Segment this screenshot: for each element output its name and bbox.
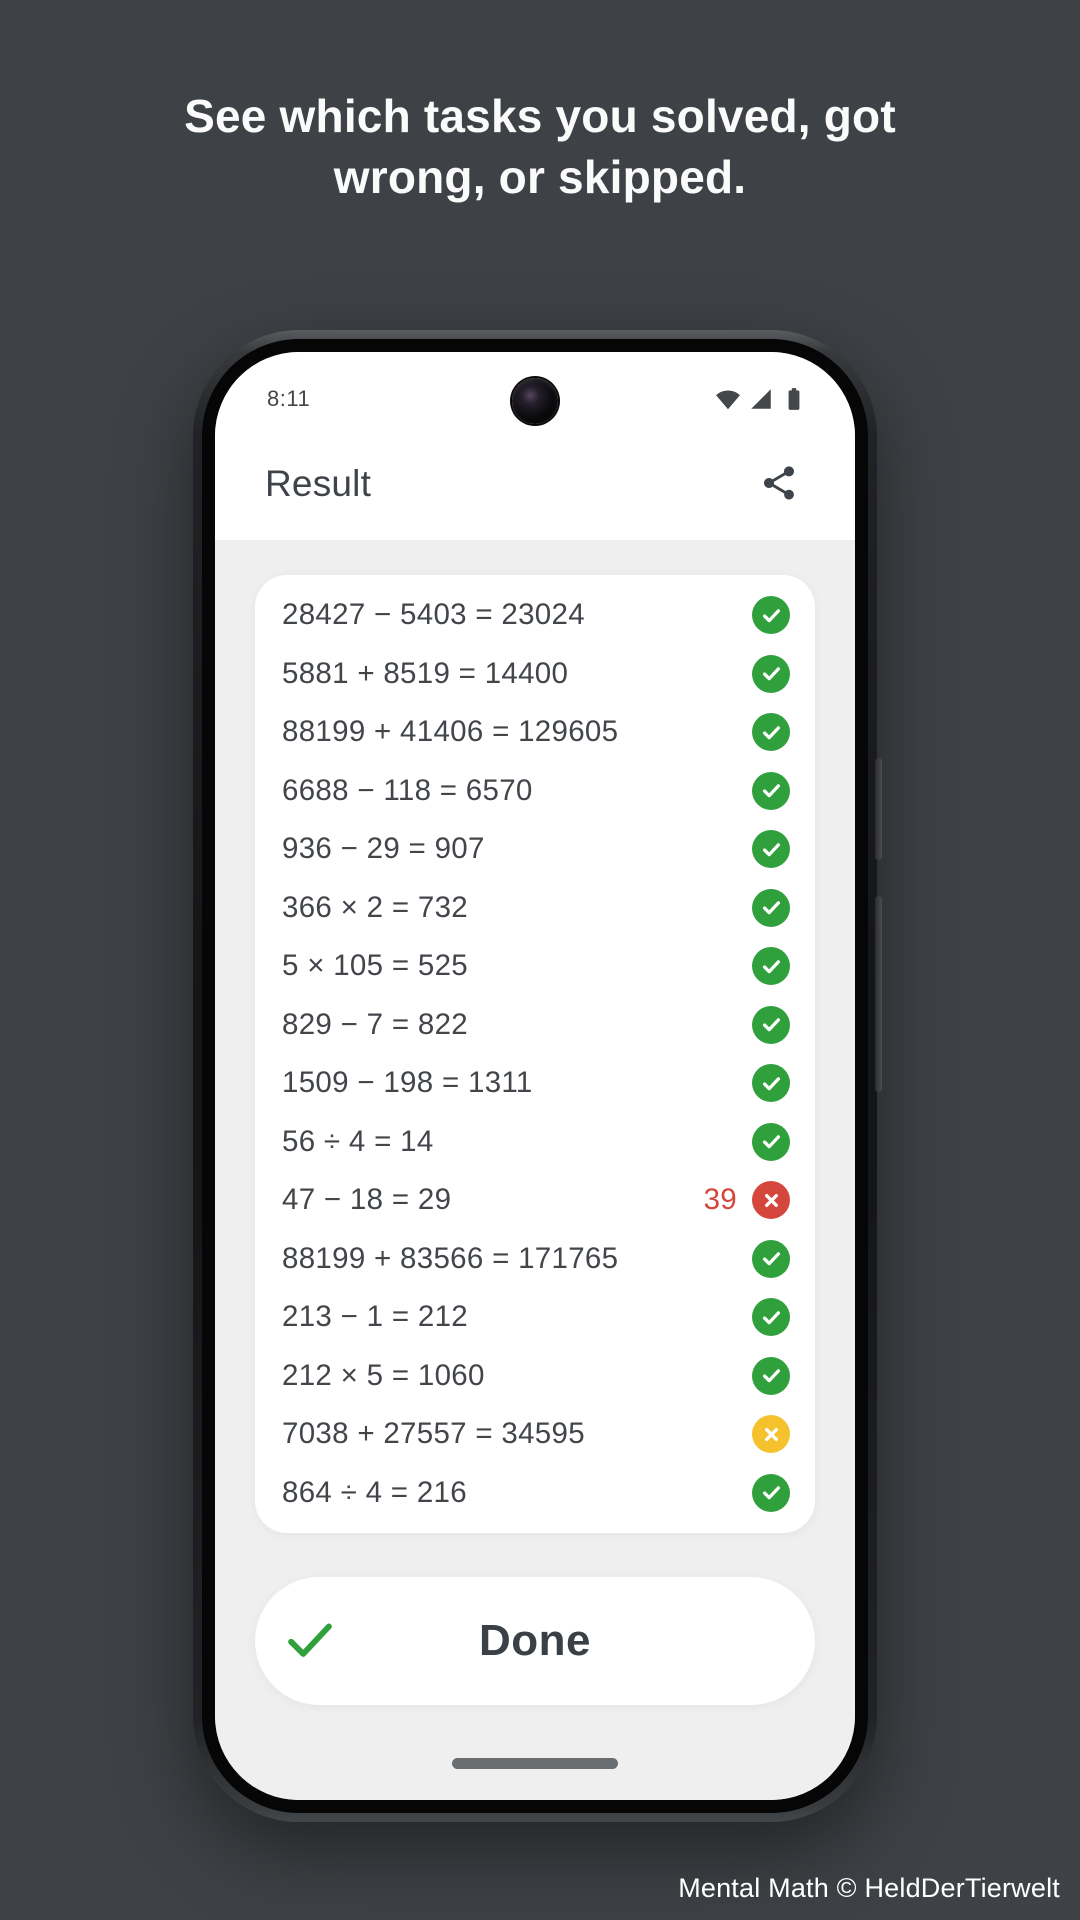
status-badge [752,1064,790,1103]
front-camera [512,378,558,424]
status-badge [752,947,790,986]
task-expression: 88199 + 83566 = 171765 [282,1241,619,1275]
task-expression: 7038 + 27557 = 34595 [282,1417,585,1451]
result-card: 28427 − 5403 = 23024 5881 + 8519 = 14400… [255,575,815,1533]
status-badge [752,830,790,869]
task-expression: 5 × 105 = 525 [282,949,468,983]
check-icon [760,662,783,685]
status-badge [752,1415,790,1454]
attribution-text: Mental Math © HeldDerTierwelt [678,1873,1060,1903]
task-expression: 213 − 1 = 212 [282,1300,468,1334]
check-icon [760,896,783,919]
check-icon [760,1364,783,1387]
check-icon [760,1013,783,1036]
app-header: Result [215,428,855,540]
task-expression: 28427 − 5403 = 23024 [282,598,585,632]
task-row: 47 − 18 = 29 39 [255,1171,815,1230]
task-row: 28427 − 5403 = 23024 [255,586,815,645]
task-row: 1509 − 198 = 1311 [255,1054,815,1113]
task-row: 88199 + 83566 = 171765 [255,1230,815,1289]
status-badge [752,596,790,635]
headline-line-2: wrong, or skipped. [333,151,747,203]
cross-icon [761,1424,782,1445]
task-expression: 366 × 2 = 732 [282,890,468,924]
task-row: 5 × 105 = 525 [255,937,815,996]
wifi-icon [715,386,741,412]
check-icon [760,955,783,978]
done-button-label: Done [479,1616,591,1665]
share-button[interactable] [759,463,799,506]
check-icon [283,1613,337,1670]
task-expression: 936 − 29 = 907 [282,832,485,866]
task-row: 213 − 1 = 212 [255,1288,815,1347]
check-icon [760,779,783,802]
status-icons [715,386,807,412]
result-list: 28427 − 5403 = 23024 5881 + 8519 = 14400… [255,586,815,1522]
task-expression: 88199 + 41406 = 129605 [282,715,619,749]
task-expression: 47 − 18 = 29 [282,1183,452,1217]
status-badge [752,654,790,693]
user-answer: 39 [703,1183,737,1217]
check-icon [760,1072,783,1095]
task-expression: 1509 − 198 = 1311 [282,1066,533,1100]
status-badge [752,1005,790,1044]
status-badge [752,888,790,927]
share-icon [759,463,799,506]
check-icon [760,1247,783,1270]
status-bar: 8:11 [215,352,855,428]
status-badge [752,771,790,810]
status-badge [752,1356,790,1395]
status-badge [752,1181,790,1220]
task-row: 5881 + 8519 = 14400 [255,645,815,704]
check-icon [760,604,783,627]
task-row: 864 ÷ 4 = 216 [255,1464,815,1523]
task-row: 212 × 5 = 1060 [255,1347,815,1406]
task-expression: 829 − 7 = 822 [282,1007,468,1041]
page-headline: See which tasks you solved, got wrong, o… [0,86,1080,208]
task-row: 366 × 2 = 732 [255,879,815,938]
signal-icon [748,386,774,412]
task-expression: 864 ÷ 4 = 216 [282,1475,467,1509]
phone-screen: 8:11 Result [215,352,855,1800]
task-row: 56 ÷ 4 = 14 [255,1113,815,1172]
check-icon [760,838,783,861]
task-row: 88199 + 41406 = 129605 [255,703,815,762]
status-badge [752,713,790,752]
check-icon [760,1481,783,1504]
cross-icon [761,1190,782,1211]
done-button[interactable]: Done [255,1577,815,1705]
headline-line-1: See which tasks you solved, got [184,90,896,142]
status-badge [752,1122,790,1161]
battery-icon [781,386,807,412]
check-icon [760,721,783,744]
gesture-nav-handle[interactable] [452,1758,618,1769]
task-expression: 212 × 5 = 1060 [282,1358,485,1392]
phone-frame: 8:11 Result [193,330,882,1822]
page-title: Result [265,463,372,504]
check-icon [760,1306,783,1329]
task-expression: 5881 + 8519 = 14400 [282,656,569,690]
task-row: 829 − 7 = 822 [255,996,815,1055]
clock-text: 8:11 [267,386,311,411]
task-row: 7038 + 27557 = 34595 [255,1405,815,1464]
task-expression: 6688 − 118 = 6570 [282,773,533,807]
result-content: 28427 − 5403 = 23024 5881 + 8519 = 14400… [215,540,855,1800]
volume-button [875,896,882,1092]
task-row: 936 − 29 = 907 [255,820,815,879]
power-button [875,758,882,860]
status-badge [752,1473,790,1512]
status-badge [752,1298,790,1337]
status-badge [752,1239,790,1278]
task-row: 6688 − 118 = 6570 [255,762,815,821]
check-icon [760,1130,783,1153]
task-expression: 56 ÷ 4 = 14 [282,1124,434,1158]
